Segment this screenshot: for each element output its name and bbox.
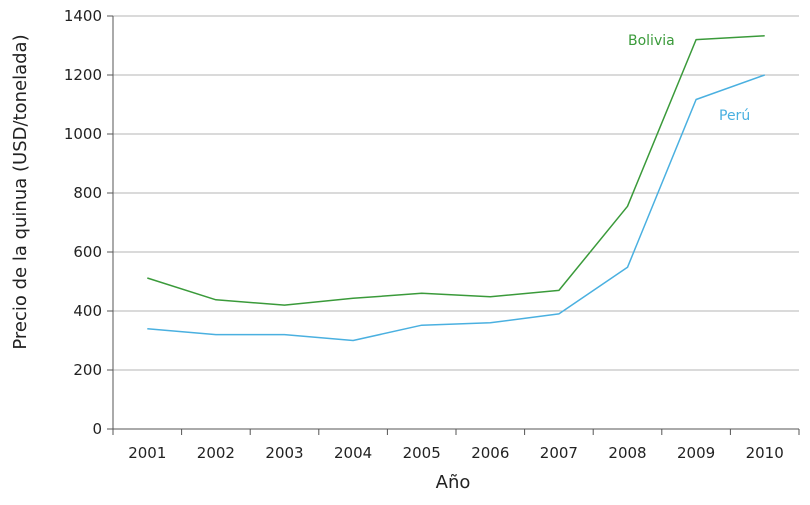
series-label-bolivia: Bolivia — [628, 33, 675, 49]
x-tick-label-2002: 2002 — [197, 444, 235, 462]
y-tick-label-0: 0 — [92, 420, 102, 438]
grid — [113, 15, 799, 371]
series-line-per — [147, 74, 765, 342]
x-tick-label-2010: 2010 — [746, 444, 784, 462]
y-axis-title: Precio de la quinua (USD/tonelada) — [10, 34, 31, 349]
y-tick-label-200: 200 — [73, 361, 102, 379]
y-tick-label-1200: 1200 — [64, 66, 102, 84]
series-line-bolivia — [147, 35, 765, 306]
x-tick-label-2003: 2003 — [265, 444, 303, 462]
y-tick-label-800: 800 — [73, 184, 102, 202]
axes — [112, 16, 799, 430]
series-label-per: Perú — [719, 108, 750, 124]
x-tick-label-2004: 2004 — [334, 444, 372, 462]
series-lines — [147, 35, 765, 342]
y-tick-label-1000: 1000 — [64, 125, 102, 143]
y-tick-label-400: 400 — [73, 302, 102, 320]
series-labels: Bolivia Perú — [628, 33, 750, 124]
x-tick-label-2008: 2008 — [608, 444, 646, 462]
x-tick-label-2007: 2007 — [540, 444, 578, 462]
y-tick-label-1400: 1400 — [64, 7, 102, 25]
x-tick-label-2009: 2009 — [677, 444, 715, 462]
y-axis-ticks: 0 200 400 600 800 1000 1200 1400 — [64, 7, 113, 438]
x-axis-ticks: 2001 2002 2003 2004 2005 2006 2007 2008 2009 2010 — [112, 429, 800, 462]
x-tick-label-2001: 2001 — [128, 444, 166, 462]
x-axis-title: Año — [436, 472, 471, 493]
x-tick-label-2005: 2005 — [403, 444, 441, 462]
y-tick-label-600: 600 — [73, 243, 102, 261]
x-tick-label-2006: 2006 — [471, 444, 509, 462]
